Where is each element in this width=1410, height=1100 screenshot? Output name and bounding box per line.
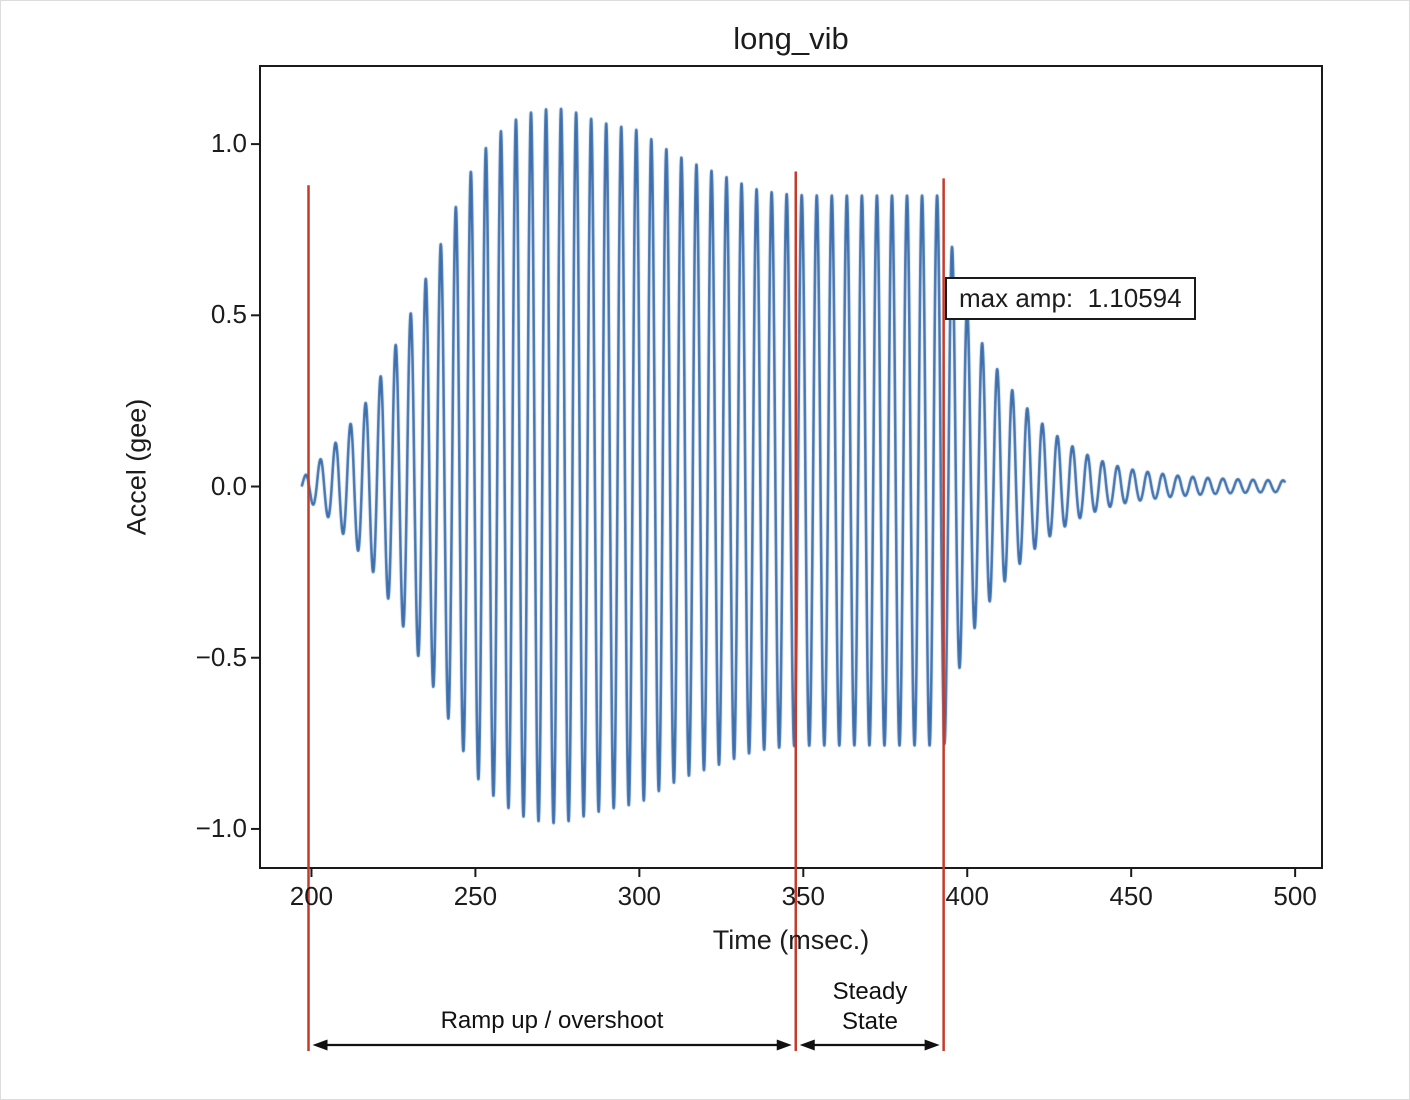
y-tick-label: −1.0 bbox=[195, 812, 247, 843]
x-tick-label: 350 bbox=[781, 881, 825, 911]
y-tick-label: 1.0 bbox=[210, 128, 247, 159]
y-axis-label: Accel (gee) bbox=[121, 398, 152, 536]
steady-region-label: Steady State bbox=[832, 978, 908, 1035]
x-tick-label: 450 bbox=[1109, 881, 1153, 911]
y-tick-label: −0.5 bbox=[195, 641, 247, 672]
y-tick-label: 0.5 bbox=[210, 299, 247, 330]
x-tick-label: 400 bbox=[945, 881, 989, 911]
x-tick-label: 300 bbox=[617, 881, 662, 911]
x-tick-label: 500 bbox=[1273, 881, 1317, 911]
ramp-region-label: Ramp up / overshoot bbox=[440, 1007, 664, 1034]
x-axis-label: Time (msec.) bbox=[712, 925, 870, 955]
x-tick-label: 200 bbox=[289, 881, 334, 911]
max-amp-annotation: max amp: 1.10594 bbox=[945, 277, 1196, 320]
x-tick-label: 250 bbox=[453, 881, 498, 911]
y-tick-label: 0.0 bbox=[210, 470, 247, 501]
